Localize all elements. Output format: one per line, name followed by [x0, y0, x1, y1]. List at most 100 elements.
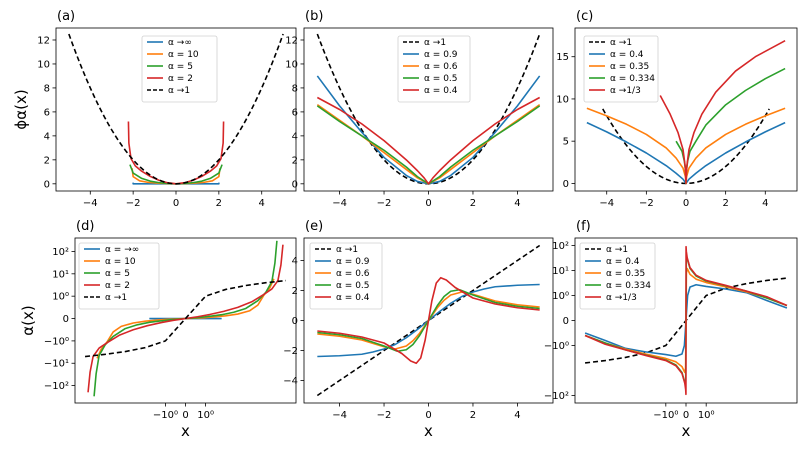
y-tick-label: 4 [292, 256, 298, 267]
y-tick-label: 12 [37, 35, 50, 46]
x-tick-label: 4 [514, 410, 520, 421]
legend-entry: α →1/3 [606, 293, 637, 303]
x-tick-label: −4 [599, 198, 614, 209]
legend-box [579, 242, 656, 310]
legend-entry: α = 0.4 [610, 50, 644, 60]
x-tick-label: −10⁰ [653, 410, 678, 421]
x-tick-label: −2 [126, 198, 141, 209]
x-tick-label: −10⁰ [153, 410, 178, 421]
x-tick-label: 0 [683, 410, 689, 421]
series-line-5 [317, 276, 540, 365]
legend: α →1 α = 0.9 α = 0.6 α = 0.5 α = 0.4 [309, 242, 383, 310]
legend: α →1 α = 0.4 α = 0.35 α = 0.334 α →1/3 [579, 242, 656, 310]
legend-box [397, 35, 471, 103]
y-tick-label: 10⁰ [52, 292, 69, 303]
series-group [316, 244, 541, 397]
y-tick-label: 10 [37, 59, 50, 70]
y-tick-label: 6 [44, 107, 50, 118]
panel-label: (a) [57, 9, 75, 24]
y-tick-label: −10² [44, 381, 69, 392]
y-tick-label: 0 [563, 316, 569, 327]
legend: α →∞ α = 10 α = 5 α = 2 α →1 [141, 35, 218, 103]
legend-entry: α = 0.9 [424, 50, 458, 60]
series-group [584, 245, 788, 396]
legend-entry: α = 0.4 [424, 86, 458, 96]
legend-entry: α = 5 [168, 62, 193, 72]
y-tick-label: 4 [44, 131, 50, 142]
y-axis-label: ϕα(x) [12, 89, 30, 129]
x-tick-label: −4 [83, 198, 98, 209]
legend-box [309, 242, 383, 310]
panel-label: (e) [305, 219, 323, 234]
x-tick-label: 2 [216, 198, 222, 209]
legend-entry: α →1 [606, 245, 628, 255]
legend-entry: α = →∞ [105, 245, 139, 255]
y-tick-label: 0 [44, 179, 50, 190]
x-tick-label: 4 [762, 198, 768, 209]
legend-entry: α = 10 [168, 50, 199, 60]
legend-entry: α = 0.35 [610, 62, 649, 72]
legend-entry: α →1 [168, 86, 190, 96]
y-tick-label: 2 [44, 155, 50, 166]
legend-entry: α →∞ [168, 38, 192, 48]
x-tick-label: 10⁰ [698, 410, 715, 421]
y-tick-label: 15 [556, 52, 569, 63]
panel-6: −10⁰ 0 10⁰ −10² −10⁰ 0 10⁰ 10¹ 10² (f) x α →1 α = 0.… [544, 219, 798, 440]
x-tick-label: 10⁰ [197, 410, 214, 421]
series-line-1 [316, 244, 541, 397]
y-tick-label: 10¹ [52, 269, 69, 280]
x-axis-label: x [424, 422, 433, 440]
y-tick-label: 2 [292, 286, 298, 297]
series-line-5 [584, 245, 788, 396]
legend-entry: α →1 [610, 38, 632, 48]
x-tick-label: 0 [425, 410, 431, 421]
legend-entry: α →1/3 [610, 86, 641, 96]
x-tick-label: 2 [722, 198, 728, 209]
series-line-4 [675, 67, 786, 185]
x-tick-label: 2 [470, 198, 476, 209]
y-tick-label: 5 [563, 137, 569, 148]
legend-entry: α = 0.9 [336, 257, 370, 267]
legend-entry: α = 5 [105, 269, 130, 279]
y-tick-label: 6 [292, 107, 298, 118]
y-tick-label: −10⁰ [544, 341, 569, 352]
panel-label: (c) [576, 9, 593, 24]
y-tick-label: −10¹ [44, 359, 69, 370]
series-group [586, 39, 786, 185]
y-tick-label: −2 [283, 346, 298, 357]
panel-label: (f) [576, 219, 591, 234]
y-tick-label: −4 [283, 376, 298, 387]
x-tick-label: −2 [639, 198, 654, 209]
y-tick-label: 0 [63, 314, 69, 325]
legend-box [141, 35, 218, 103]
y-tick-label: 8 [44, 83, 50, 94]
x-tick-label: 2 [470, 410, 476, 421]
panel-label: (d) [76, 219, 94, 234]
y-axis-label: α(x) [19, 305, 37, 335]
x-tick-label: 0 [173, 198, 179, 209]
legend-entry: α = 0.4 [336, 293, 370, 303]
x-tick-label: 4 [259, 198, 265, 209]
y-tick-label: 10¹ [552, 266, 569, 277]
y-tick-label: 10 [556, 94, 569, 105]
series-group [68, 33, 284, 185]
x-tick-label: 4 [514, 198, 520, 209]
legend-entry: α →1 [424, 38, 446, 48]
series-line-5 [84, 279, 287, 358]
legend-entry: α = 0.334 [610, 74, 655, 84]
y-tick-label: 10² [552, 241, 569, 252]
y-tick-label: −10² [544, 391, 569, 402]
legend-entry: α = 2 [168, 74, 193, 84]
x-tick-label: 0 [182, 410, 188, 421]
legend-entry: α = 2 [105, 281, 130, 291]
y-tick-label: 10⁰ [552, 291, 569, 302]
y-tick-label: 10 [285, 59, 298, 70]
panel-3: −4 −2 0 2 4 0 5 10 15 (c) α →1 α = 0.4 α = 0.35 α = 0… [556, 9, 798, 209]
series-line-4 [127, 121, 225, 185]
x-axis-label: x [682, 422, 691, 440]
y-tick-label: 0 [292, 179, 298, 190]
y-tick-label: 10² [52, 247, 69, 258]
y-tick-label: 0 [563, 179, 569, 190]
legend-box [78, 242, 160, 310]
